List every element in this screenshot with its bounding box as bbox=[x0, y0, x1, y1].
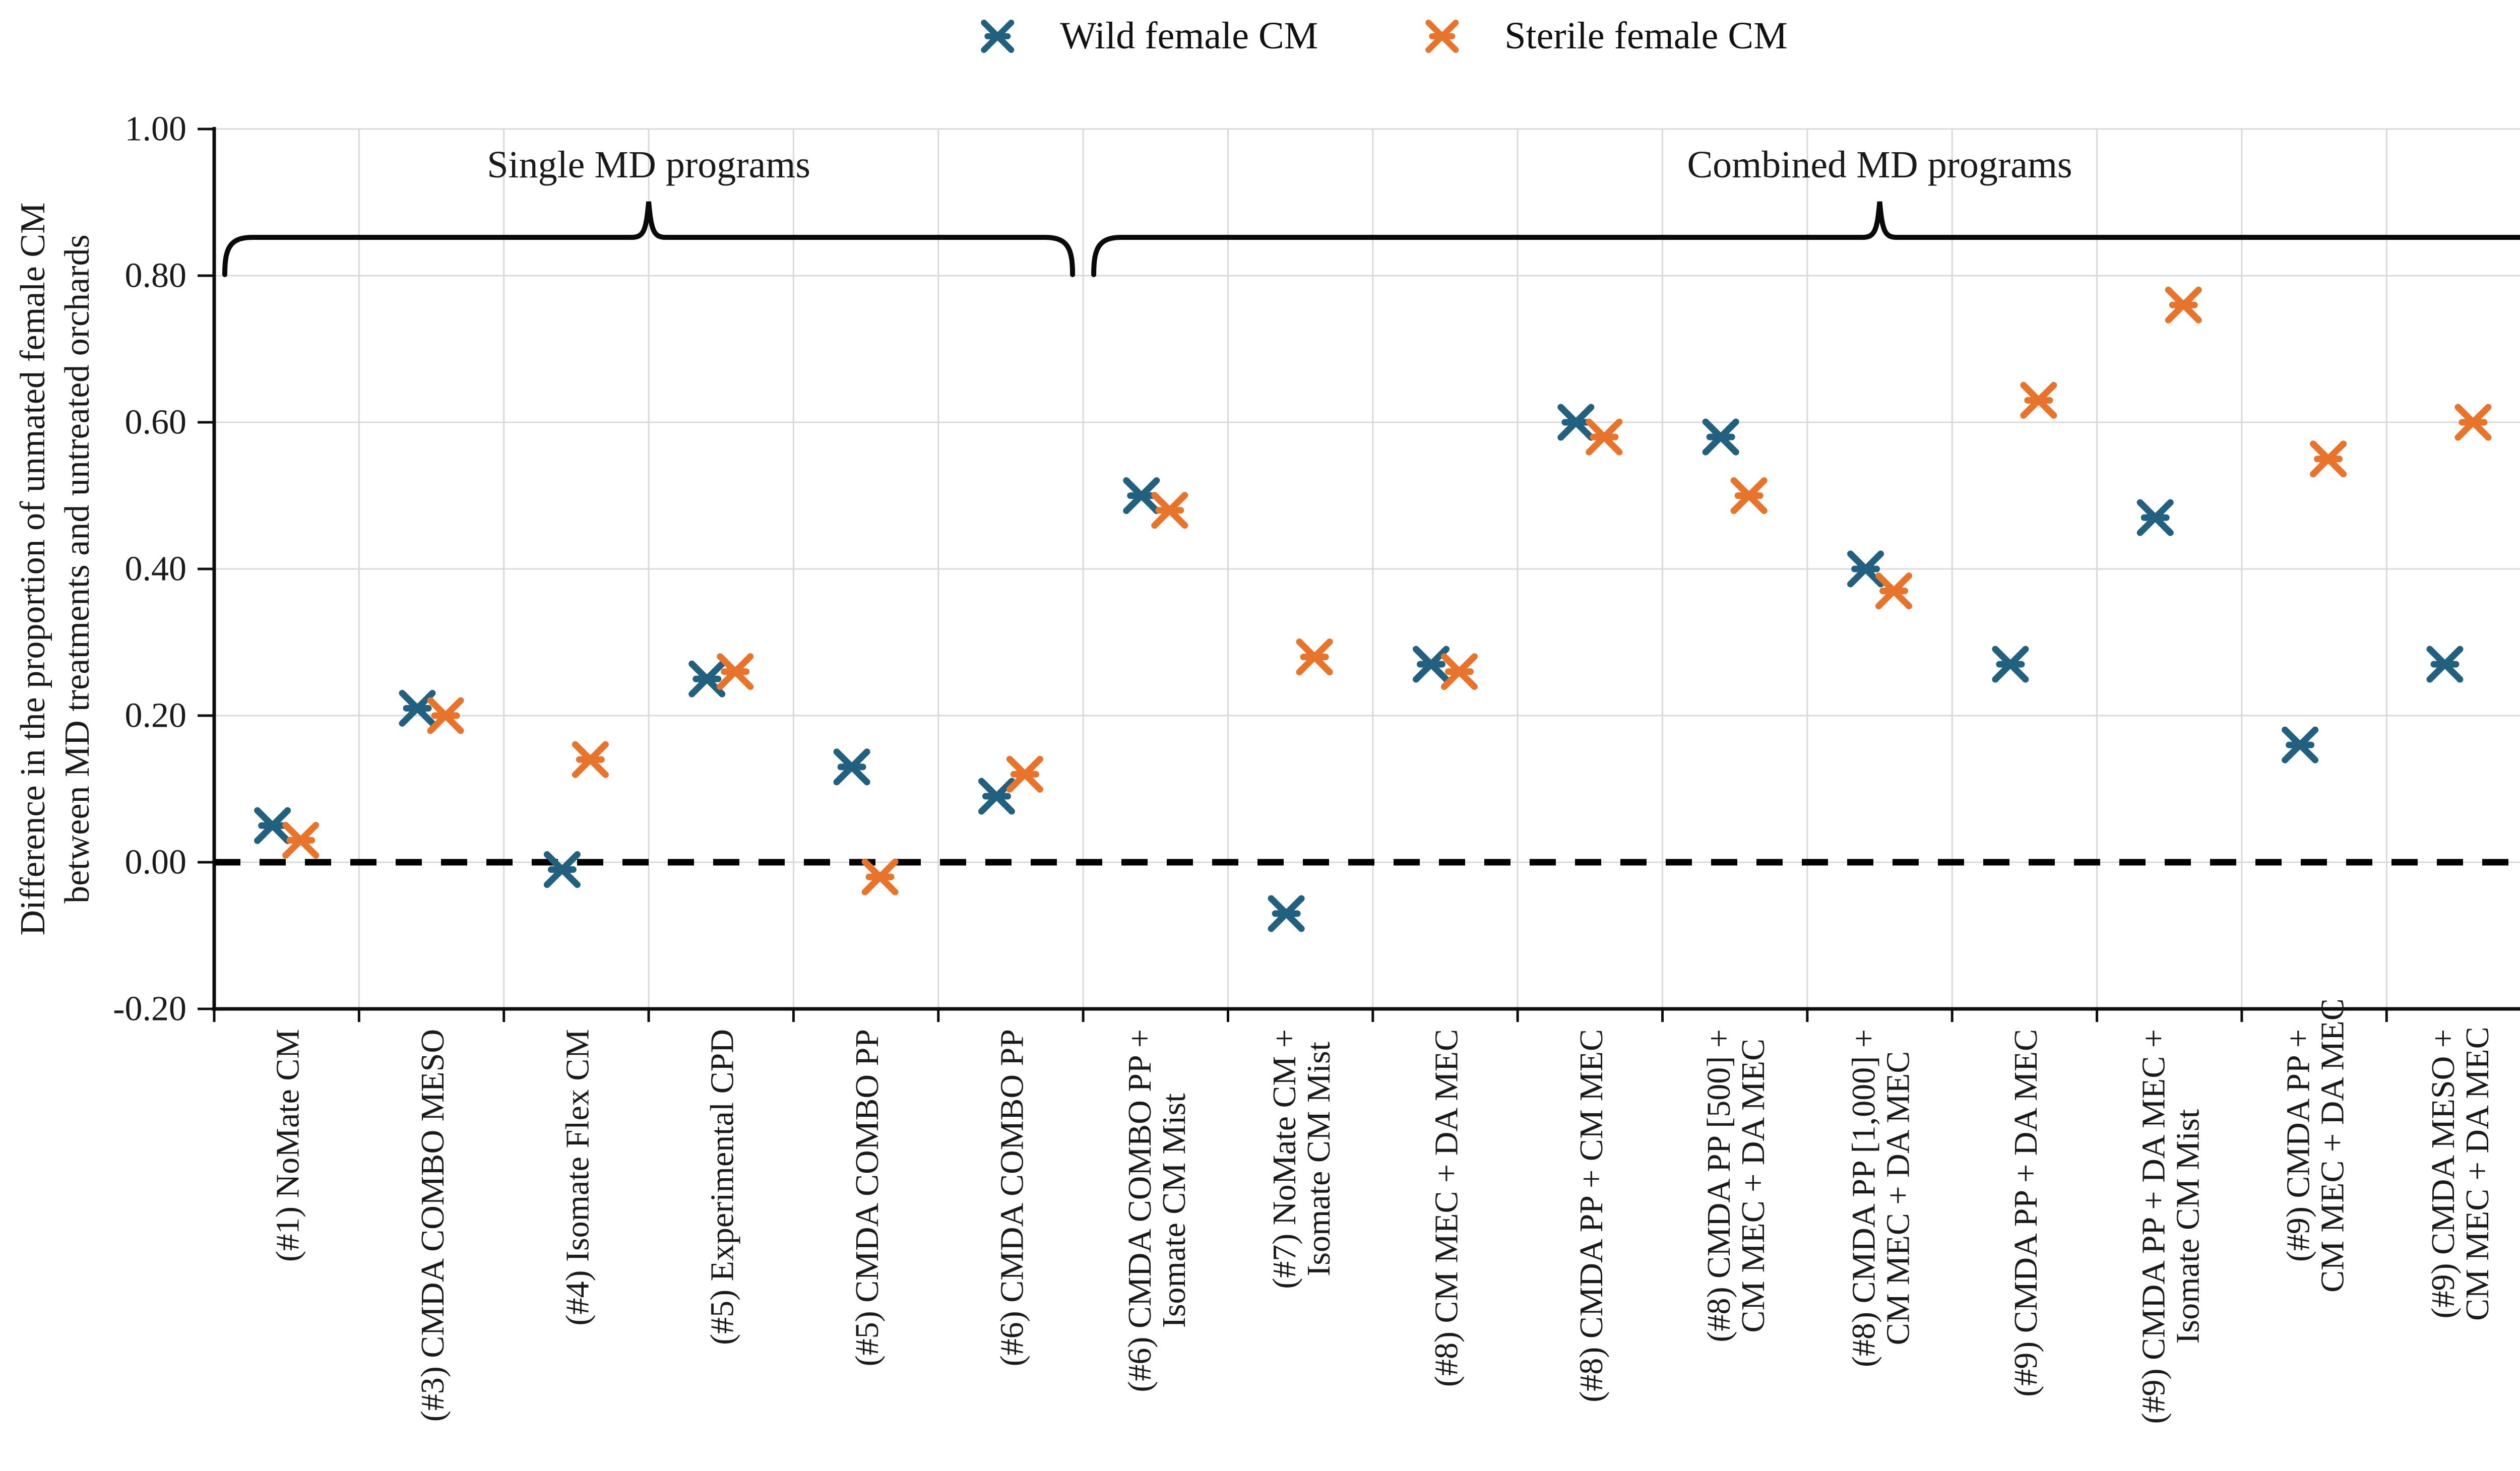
category-label: (#3) CMDA COMBO MESO bbox=[414, 1029, 451, 1422]
y-axis-title: Difference in the proportion of unmated … bbox=[14, 203, 97, 936]
marker-sterile-female bbox=[572, 741, 609, 778]
marker-sterile-female bbox=[2020, 381, 2057, 419]
category-label: (#5) CMDA COMBO PP bbox=[849, 1029, 886, 1366]
y-tick-label: 0.40 bbox=[125, 550, 187, 589]
marker-sterile-female bbox=[282, 821, 320, 859]
category-label: (#7) NoMate CM +Isomate CM Mist bbox=[1266, 1029, 1337, 1289]
y-tick-label: 0.80 bbox=[125, 257, 187, 295]
marker-wild-female bbox=[1123, 477, 1160, 514]
marker-wild-female bbox=[1557, 404, 1595, 441]
marker-wild-female bbox=[2426, 646, 2464, 683]
marker-wild-female bbox=[1268, 895, 1305, 932]
category-label: (#9) CMDA PP +CM MEC + DA MEC bbox=[2280, 998, 2351, 1293]
legend-item-sterile-female-cm: Sterile female CM bbox=[1424, 14, 1788, 58]
wild-female-marker-icon bbox=[981, 19, 1015, 53]
category-label: (#5) Experimental CPD bbox=[704, 1029, 741, 1345]
marker-wild-female bbox=[978, 778, 1015, 815]
legend-label-sterile: Sterile female CM bbox=[1504, 15, 1788, 57]
category-label: (#8) CMDA PP [1,000] +CM MEC + DA MEC bbox=[1846, 1029, 1917, 1367]
marker-wild-female bbox=[2136, 499, 2174, 536]
category-label: (#1) NoMate CM bbox=[270, 1029, 306, 1262]
category-label: (#8) CM MEC + DA MEC bbox=[1428, 1029, 1465, 1387]
marker-wild-female bbox=[254, 807, 291, 844]
category-label: (#8) CMDA PP [500] +CM MEC + DA MEC bbox=[1700, 1029, 1772, 1342]
marker-wild-female bbox=[399, 689, 436, 727]
marker-sterile-female bbox=[1151, 492, 1188, 529]
y-tick-label: 0.20 bbox=[125, 696, 187, 735]
marker-wild-female bbox=[688, 660, 726, 697]
marker-wild-female bbox=[1413, 646, 1450, 683]
legend-label-wild: Wild female CM bbox=[1060, 15, 1318, 57]
marker-wild-female bbox=[543, 851, 581, 888]
marker-sterile-female bbox=[1730, 477, 1768, 514]
category-label: (#6) CMDA COMBO PP +Isomate CM Mist bbox=[1121, 1029, 1192, 1392]
marker-sterile-female bbox=[1441, 653, 1478, 690]
marker-sterile-female bbox=[2165, 286, 2202, 324]
y-tick-label: -0.20 bbox=[113, 990, 186, 1029]
category-label: (#6) CMDA COMBO PP bbox=[993, 1029, 1030, 1366]
marker-wild-female bbox=[833, 748, 870, 786]
marker-wild-female bbox=[2282, 726, 2319, 763]
group-label: Single MD programs bbox=[487, 144, 810, 186]
group-label: Combined MD programs bbox=[1687, 144, 2072, 186]
marker-sterile-female bbox=[2454, 404, 2492, 441]
sterile-female-marker-icon bbox=[1425, 19, 1459, 53]
legend-item-wild-female-cm: Wild female CM bbox=[979, 14, 1318, 58]
marker-sterile-female bbox=[2310, 440, 2347, 478]
marker-wild-female bbox=[1847, 550, 1884, 588]
marker-sterile-female bbox=[1875, 572, 1913, 610]
marker-wild-female bbox=[1992, 646, 2029, 683]
marker-sterile-female bbox=[427, 697, 464, 734]
category-label: (#4) Isomate Flex CM bbox=[559, 1029, 596, 1325]
y-tick-label: 0.00 bbox=[125, 843, 187, 882]
marker-wild-female bbox=[1702, 418, 1739, 456]
marker-sterile-female bbox=[1006, 755, 1043, 793]
category-label: (#8) CMDA PP + CM MEC bbox=[1573, 1029, 1610, 1402]
marker-sterile-female bbox=[717, 653, 754, 690]
group-brace bbox=[222, 201, 1076, 277]
chart-legend: Wild female CM Sterile female CM bbox=[979, 14, 1788, 58]
group-brace bbox=[1091, 201, 2520, 277]
category-label: (#9) CMDA PP + DA MEC bbox=[2007, 1029, 2044, 1397]
category-label: (#9) CMDA PP + DA MEC +Isomate CM Mist bbox=[2135, 1029, 2206, 1424]
marker-sterile-female bbox=[1586, 418, 1623, 456]
marker-sterile-female bbox=[861, 858, 899, 896]
category-label: (#9) CMDA MESO +CM MEC + DA MEC bbox=[2425, 1027, 2496, 1321]
y-tick-label: 0.60 bbox=[125, 403, 187, 442]
y-tick-label: 1.00 bbox=[125, 110, 187, 149]
marker-sterile-female bbox=[1296, 638, 1333, 676]
